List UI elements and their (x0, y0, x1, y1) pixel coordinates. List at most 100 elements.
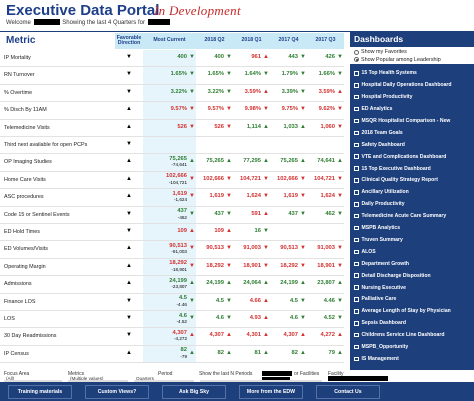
quarter-value-cell[interactable]: 91,003 ▼ (307, 241, 344, 258)
checkbox-icon[interactable] (354, 154, 359, 159)
quarter-value-cell[interactable] (196, 137, 233, 154)
table-row[interactable]: IP Mortality ▼ 400 ▼ 400 ▼ 961 ▲ 443 ▼ 426 ▼ (0, 50, 344, 68)
dashboard-link[interactable]: ALOS (354, 248, 474, 257)
quarter-value-cell[interactable]: 1,624 ▼ (233, 189, 270, 206)
quarter-value-cell[interactable]: 437 ▼ (270, 207, 307, 224)
metric-name[interactable]: % Disch By 11AM (4, 107, 47, 114)
metric-name[interactable]: Third next available for open PCPs (4, 142, 88, 148)
metric-name[interactable]: IP Census (4, 350, 29, 357)
metric-name[interactable]: 30 Day Readmissions (4, 333, 57, 340)
current-value-cell[interactable]: 18,292 -18,901 ▼ (143, 259, 196, 276)
dashboard-link[interactable]: Truven Summary (354, 236, 474, 245)
quarter-value-cell[interactable]: 109 ▲ (196, 224, 233, 241)
quarter-value-cell[interactable]: 961 ▲ (233, 50, 270, 67)
checkbox-icon[interactable] (354, 297, 359, 302)
table-row[interactable]: Operating Margin ▲ 18,292 -18,901 ▼ 18,292 ▼ 18… (0, 259, 344, 277)
quarter-value-cell[interactable]: 4,307 ▲ (196, 328, 233, 345)
metric-name[interactable]: % Overtime (4, 89, 33, 96)
custom-views-button[interactable]: Custom Views? (85, 384, 149, 399)
quarter-value-cell[interactable]: 1.64% ▼ (233, 67, 270, 84)
quarter-value-cell[interactable]: 24,199 ▲ (270, 276, 307, 293)
table-row[interactable]: ED Volumes/Visits ▲ 90,513 -91,003 ▼ 90,513 ▼ 9… (0, 241, 344, 259)
current-value-cell[interactable]: 82 -79 ▲ (143, 346, 196, 363)
quarter-value-cell[interactable] (233, 137, 270, 154)
dashboard-link[interactable]: Detail Discharge Disposition (354, 271, 474, 280)
quarter-value-cell[interactable]: 4,301 ▲ (233, 328, 270, 345)
table-row[interactable]: ASC procedures ▲ 1,619 -1,624 ▼ 1,619 ▼ 1,624 ▼ 1… (0, 189, 344, 207)
quarter-value-cell[interactable]: 4.46 ▼ (307, 294, 344, 311)
checkbox-icon[interactable] (354, 261, 359, 267)
quarter-value-cell[interactable]: 90,513 ▼ (270, 241, 307, 258)
dashboard-link[interactable]: Department Growth (354, 259, 474, 268)
table-row[interactable]: ED Hold Times ▼ 109 ▲ 109 ▲ 16 ▼ (0, 224, 344, 242)
checkbox-icon[interactable] (354, 106, 359, 112)
metrics-slider[interactable] (68, 380, 128, 382)
current-value-cell[interactable]: 109 ▲ (143, 224, 196, 241)
quarter-value-cell[interactable]: 3.59% ▲ (233, 85, 270, 102)
quarter-value-cell[interactable]: 24,199 ▲ (196, 276, 233, 293)
current-value-cell[interactable]: 4.5 -4.46 ▼ (143, 294, 196, 311)
checkbox-icon[interactable] (354, 321, 359, 326)
quarter-header[interactable]: 2017 Q4 (270, 33, 307, 49)
quarter-header[interactable]: 2018 Q1 (233, 33, 270, 49)
checkbox-icon[interactable] (354, 237, 359, 243)
quarter-value-cell[interactable]: 1,624 ▼ (307, 189, 344, 206)
quarter-value-cell[interactable]: 9.57% ▼ (196, 102, 233, 119)
metric-name[interactable]: OP Imaging Studies (4, 159, 52, 166)
ask-big-sky-button[interactable]: Ask Big Sky (162, 384, 226, 399)
checkbox-icon[interactable] (354, 344, 359, 350)
quarter-value-cell[interactable]: 4.93 ▲ (233, 311, 270, 328)
dashboard-link[interactable]: IS Management (354, 355, 474, 364)
focus-area-slider[interactable] (4, 380, 62, 382)
dashboard-link[interactable]: Ancillary Utilization (354, 188, 474, 197)
quarter-value-cell[interactable]: 3.22% ▼ (196, 85, 233, 102)
dashboard-link[interactable]: Hospital Daily Operations Dashboard (354, 81, 474, 90)
quarter-value-cell[interactable]: 102,666 ▼ (196, 172, 233, 189)
training-materials-button[interactable]: Training materials (8, 384, 72, 399)
dashboard-link[interactable]: 15 Top Health Systems (354, 69, 474, 78)
metric-name[interactable]: ED Hold Times (4, 229, 40, 235)
quarter-value-cell[interactable]: 23,807 ▲ (307, 276, 344, 293)
quarter-value-cell[interactable]: 400 ▼ (196, 50, 233, 67)
quarter-value-cell[interactable] (270, 137, 307, 154)
current-value-cell[interactable]: 1.65% ▼ (143, 67, 196, 84)
quarter-value-cell[interactable]: 75,265 ▲ (196, 154, 233, 171)
checkbox-icon[interactable] (354, 71, 359, 76)
dashboard-link[interactable]: 2018 Team Goals (354, 129, 474, 138)
checkbox-icon[interactable] (354, 309, 359, 314)
quarter-value-cell[interactable]: 4.6 ▼ (196, 311, 233, 328)
quarter-value-cell[interactable] (307, 224, 344, 241)
metric-name[interactable]: IP Mortality (4, 55, 31, 61)
period-select[interactable]: Quarters (136, 376, 154, 381)
current-value-cell[interactable]: 9.57% ▼ (143, 102, 196, 119)
quarter-value-cell[interactable]: 3.59% ▲ (307, 85, 344, 102)
checkbox-icon[interactable] (354, 83, 359, 88)
quarter-value-cell[interactable]: 4.5 ▼ (270, 294, 307, 311)
quarter-value-cell[interactable]: 591 ▲ (233, 207, 270, 224)
quarter-value-cell[interactable]: 4,307 ▲ (270, 328, 307, 345)
checkbox-icon[interactable] (354, 285, 359, 290)
quarter-value-cell[interactable]: 18,901 ▼ (307, 259, 344, 276)
quarter-value-cell[interactable]: 18,901 ▼ (233, 259, 270, 276)
checkbox-icon[interactable] (354, 225, 359, 231)
quarter-value-cell[interactable]: 1,060 ▼ (307, 120, 344, 137)
quarter-value-cell[interactable] (270, 224, 307, 241)
table-row[interactable]: Code 15 or Sentinel Events ▼ 437 -462 ▼ 437 ▼ 5… (0, 207, 344, 224)
dashboard-link[interactable]: Telemedicine Acute Care Summary (354, 212, 474, 221)
checkbox-icon[interactable] (354, 178, 359, 183)
focus-area-select[interactable]: (All) (6, 376, 15, 381)
most-current-header[interactable]: Most Current (143, 33, 196, 49)
metric-name[interactable]: ED Volumes/Visits (4, 246, 48, 253)
checkbox-icon[interactable] (354, 118, 359, 124)
quarter-value-cell[interactable]: 1,033 ▲ (270, 120, 307, 137)
checkbox-icon[interactable] (354, 94, 359, 100)
quarter-value-cell[interactable]: 104,721 ▼ (307, 172, 344, 189)
table-row[interactable]: Admissions ▲ 24,199 -23,807 ▲ 24,199 ▲ 24,064 ▲ 2… (0, 276, 344, 294)
quarter-value-cell[interactable] (307, 137, 344, 154)
dashboard-link[interactable]: MSPB_Opportunity (354, 343, 474, 352)
dashboard-link[interactable]: Palliative Care (354, 295, 474, 304)
quarter-value-cell[interactable]: 426 ▼ (307, 50, 344, 67)
checkbox-icon[interactable] (354, 190, 359, 195)
quarter-value-cell[interactable]: 526 ▼ (196, 120, 233, 137)
quarter-value-cell[interactable]: 24,064 ▲ (233, 276, 270, 293)
